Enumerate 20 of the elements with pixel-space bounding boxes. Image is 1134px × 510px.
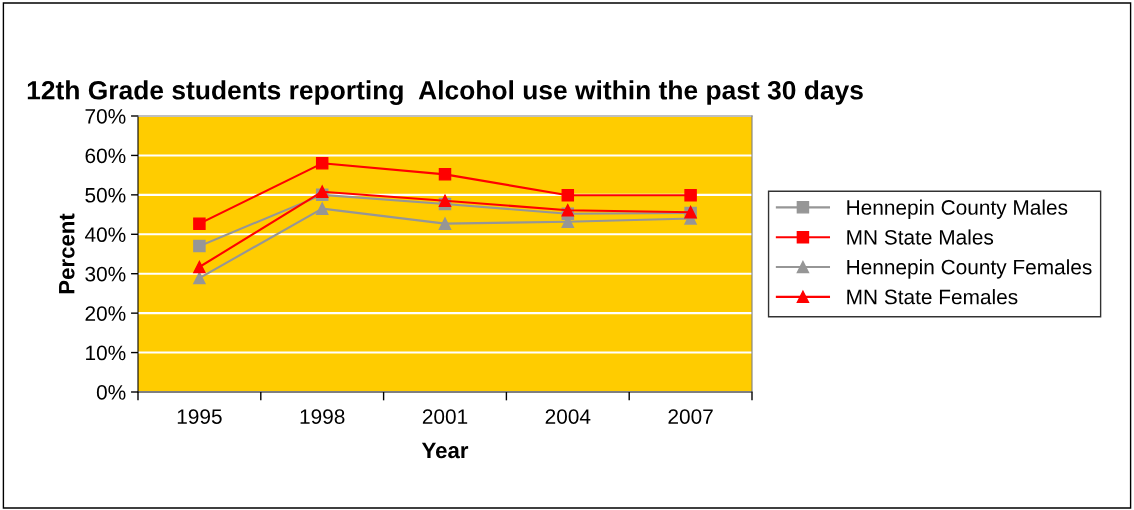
legend-label: MN State Males bbox=[847, 229, 994, 245]
legend-label: MN State Females bbox=[847, 289, 1018, 305]
x-tick-label: 1995 bbox=[177, 409, 222, 424]
x-tick-label: 1998 bbox=[300, 409, 345, 424]
y-tick-label: 20% bbox=[85, 306, 126, 321]
y-tick-label: 30% bbox=[85, 266, 126, 282]
y-tick-label: 0% bbox=[96, 385, 126, 400]
y-tick-label: 60% bbox=[85, 148, 126, 164]
legend-label: Hennepin County Females bbox=[847, 259, 1092, 279]
y-axis-title: Percent bbox=[59, 213, 75, 294]
x-tick-label: 2001 bbox=[422, 409, 468, 424]
legend-label: Hennepin County Males bbox=[847, 199, 1068, 219]
y-tick-label: 10% bbox=[86, 345, 126, 361]
y-tick-label: 50% bbox=[85, 187, 126, 203]
y-tick-label: 70% bbox=[85, 109, 126, 124]
y-tick-label: 40% bbox=[84, 227, 126, 243]
x-tick-label: 2004 bbox=[545, 409, 591, 424]
x-axis-title: Year bbox=[421, 442, 469, 459]
x-tick-label: 2007 bbox=[668, 409, 713, 424]
chart-title: 12th Grade students reporting Alcohol use within the past 30 days bbox=[27, 80, 863, 105]
